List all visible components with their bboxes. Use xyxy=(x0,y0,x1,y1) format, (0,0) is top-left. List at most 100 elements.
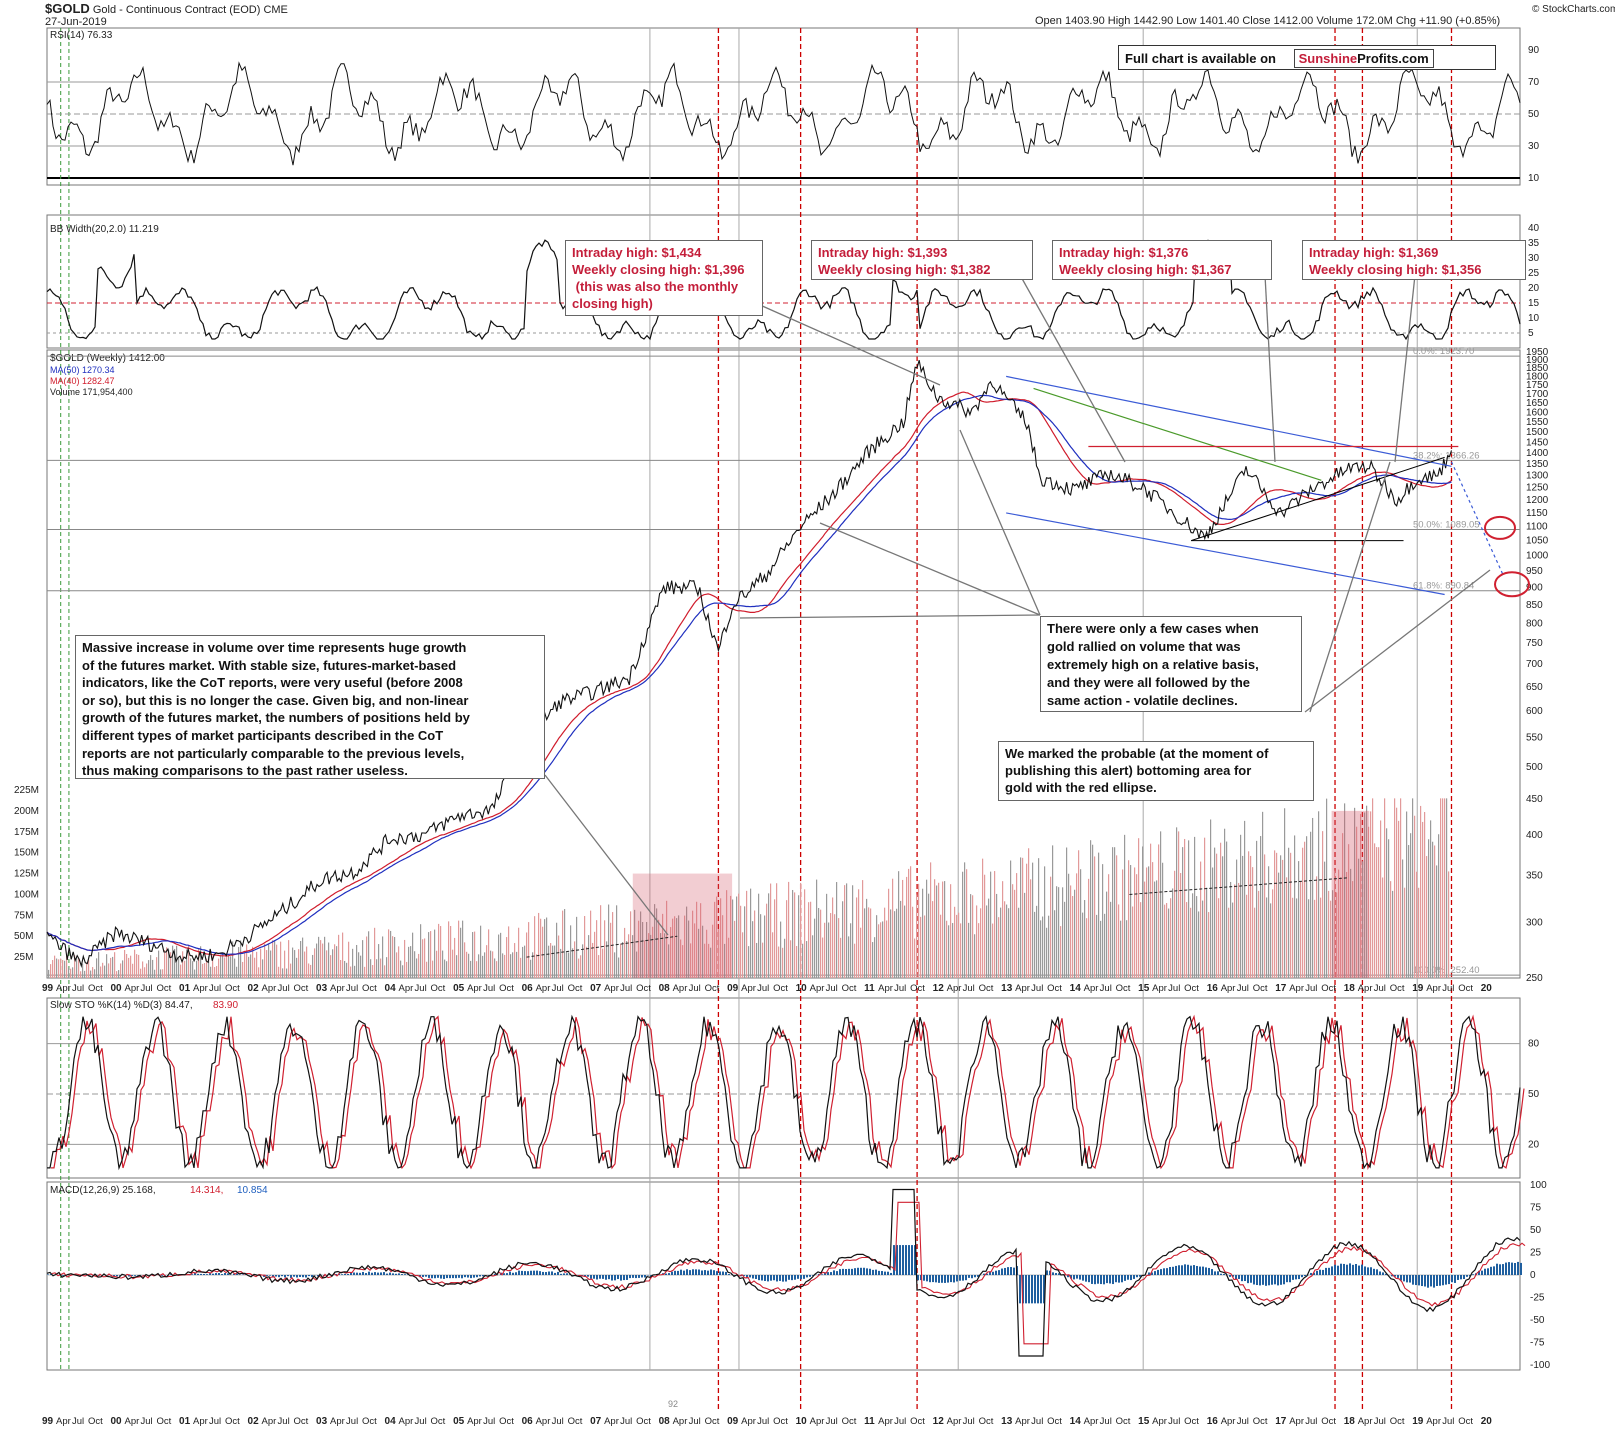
macd-hist-bar xyxy=(686,1269,688,1275)
axis-bottom-month: Oct xyxy=(499,1416,514,1427)
axis-bottom-year: 09 xyxy=(727,1416,739,1427)
volume-bar xyxy=(318,936,320,978)
macd-hist-bar xyxy=(818,1273,820,1275)
volume-bar xyxy=(56,958,58,978)
macd-hist-bar xyxy=(1331,1266,1333,1275)
volume-bar xyxy=(892,878,894,978)
volume-bar xyxy=(1292,897,1294,978)
volume-bar xyxy=(1324,861,1326,978)
volume-bar xyxy=(498,934,500,978)
macd-hist-bar xyxy=(1046,1270,1048,1275)
volume-bar xyxy=(442,950,444,978)
macd-hist-bar xyxy=(1337,1265,1339,1275)
axis-bottom-month: Oct xyxy=(842,1416,857,1427)
macd-hist-bar xyxy=(275,1275,277,1277)
volume-bar xyxy=(630,911,632,978)
axis-bottom-month: Apr xyxy=(810,1416,825,1427)
macd-hist-bar xyxy=(1292,1275,1294,1280)
volume-bar xyxy=(1300,881,1302,978)
volume-bar xyxy=(666,900,668,978)
macd-hist-bar xyxy=(305,1275,307,1278)
volume-bar xyxy=(698,928,700,978)
macd-hist-bar xyxy=(1508,1262,1510,1275)
macd-hist-bar xyxy=(443,1275,445,1279)
macd-hist-bar xyxy=(788,1275,790,1280)
macd-hist-bar xyxy=(1472,1274,1474,1275)
volume-bar xyxy=(210,966,212,978)
axis-mid-year: 18 xyxy=(1344,983,1356,994)
price-tick: 1850 xyxy=(1526,363,1549,374)
volume-bar xyxy=(792,889,794,978)
rally-note-line3: extremely high on a relative basis, xyxy=(1047,657,1259,672)
macd-hist-bar xyxy=(1121,1275,1123,1283)
volume-bar xyxy=(624,927,626,978)
volume-bar xyxy=(528,922,530,978)
volume-bar xyxy=(1164,904,1166,978)
macd-hist-bar xyxy=(620,1275,622,1281)
macd-hist-bar xyxy=(851,1268,853,1275)
volume-bar xyxy=(616,905,618,978)
volume-bar xyxy=(1226,841,1228,978)
volume-bar xyxy=(800,882,802,978)
bbw-label: BB Width(20,2.0) 11.219 xyxy=(50,224,159,235)
rsi-tick: 70 xyxy=(1528,77,1540,88)
macd-footnote: 92 xyxy=(668,1399,678,1409)
volume-bar xyxy=(1428,839,1430,978)
axis-bottom-month: Apr xyxy=(1084,1416,1099,1427)
macd-hist-bar xyxy=(770,1275,772,1281)
macd-hist-bar xyxy=(680,1269,682,1275)
volume-bar xyxy=(564,909,566,978)
macd-hist-bar xyxy=(1397,1275,1399,1278)
volume-bar xyxy=(1138,838,1140,978)
volume-bar xyxy=(876,915,878,978)
volume-bar xyxy=(546,917,548,978)
axis-bottom-year: 18 xyxy=(1344,1416,1356,1427)
axis-mid-year: 13 xyxy=(1001,983,1013,994)
volume-bar xyxy=(826,893,828,978)
volume-bar xyxy=(1406,811,1408,978)
macd-hist-bar xyxy=(131,1275,133,1276)
macd-hist-bar xyxy=(722,1271,724,1275)
macd-hist-bar xyxy=(746,1275,748,1279)
axis-bottom-year: 16 xyxy=(1207,1416,1219,1427)
panel-frame-macd xyxy=(46,1181,1521,1371)
volume-bar xyxy=(756,942,758,978)
volume-bar xyxy=(886,920,888,978)
volume-bar xyxy=(510,954,512,978)
volume-bar xyxy=(602,948,604,978)
macd-hist-bar xyxy=(1520,1262,1522,1275)
macd-hist-bar xyxy=(350,1272,352,1275)
volume-bar xyxy=(386,957,388,978)
axis-bottom-year: 07 xyxy=(590,1416,602,1427)
volume-bar xyxy=(492,951,494,978)
axis-bottom-year: 00 xyxy=(111,1416,123,1427)
macd-hist-bar xyxy=(728,1274,730,1275)
volume-bar xyxy=(356,944,358,978)
macd-hist-bar xyxy=(893,1245,895,1275)
volume-bar xyxy=(290,963,292,978)
volume-bar xyxy=(806,941,808,978)
volume-bar xyxy=(1306,836,1308,978)
axis-bottom-year: 05 xyxy=(453,1416,465,1427)
macd-hist-bar xyxy=(1223,1274,1225,1275)
volume-bar xyxy=(1042,916,1044,978)
sto-tick: 80 xyxy=(1528,1039,1540,1050)
volume-bar xyxy=(1006,904,1008,978)
volume-bar xyxy=(304,951,306,978)
volume-bar xyxy=(1424,812,1426,978)
axis-mid-month: Jul xyxy=(1031,983,1043,994)
volume-bar xyxy=(392,936,394,978)
volume-bar xyxy=(450,926,452,978)
volume-bar xyxy=(1016,873,1018,978)
volume-bar xyxy=(1178,831,1180,978)
macd-hist-bar xyxy=(1448,1275,1450,1285)
macd-hist-bar xyxy=(518,1270,520,1275)
price-tick: 1900 xyxy=(1526,355,1549,366)
axis-mid-month: Apr xyxy=(125,983,140,994)
volume-bar xyxy=(758,893,760,978)
macd-hist-bar xyxy=(974,1275,976,1278)
macd-hist-bar xyxy=(710,1269,712,1275)
volume-bar xyxy=(1204,837,1206,978)
volume-bar xyxy=(148,960,150,978)
macd-hist-bar xyxy=(1022,1275,1024,1304)
